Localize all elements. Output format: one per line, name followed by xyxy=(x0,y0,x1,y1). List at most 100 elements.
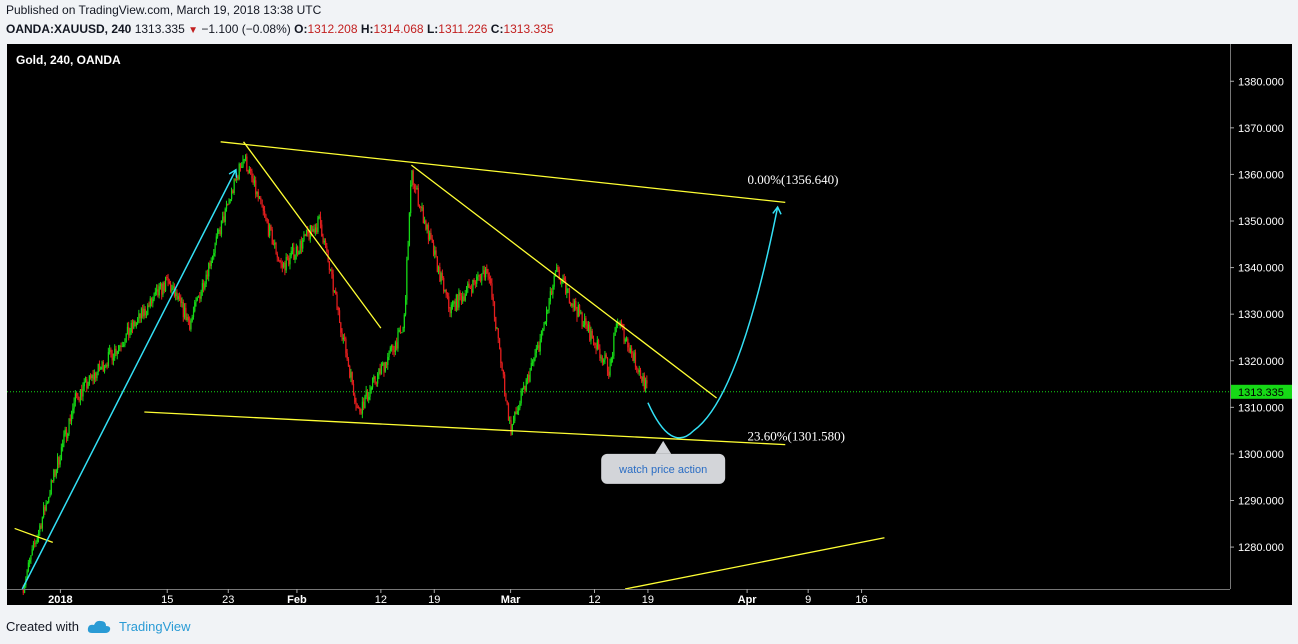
candle-body xyxy=(506,400,508,404)
candle-body xyxy=(144,308,146,316)
candle-body xyxy=(321,224,323,237)
candle-body xyxy=(436,256,438,272)
candle-body xyxy=(92,374,94,380)
candle-body xyxy=(126,326,129,334)
candle-body xyxy=(485,268,487,278)
watch-price-action-callout xyxy=(601,453,726,484)
candle-body xyxy=(443,277,445,292)
candle-body xyxy=(41,517,44,529)
candle-body xyxy=(262,206,264,211)
candle-body xyxy=(408,213,411,246)
open-value: 1312.208 xyxy=(307,22,358,36)
candle-body xyxy=(430,232,432,239)
candle-body xyxy=(159,283,162,287)
candle-body xyxy=(507,403,510,421)
candle-body xyxy=(225,203,228,209)
y-tick-label: 1370.000 xyxy=(1238,123,1284,135)
y-tick-label: 1280.000 xyxy=(1238,542,1284,554)
candle-body xyxy=(562,277,564,281)
candle-body xyxy=(631,348,633,354)
candle-body xyxy=(516,410,518,415)
candle-body xyxy=(313,228,315,233)
candle-body xyxy=(469,287,471,289)
candle-body xyxy=(107,351,110,366)
candle-body xyxy=(154,291,157,295)
symbol-label: OANDA:XAUUSD, 240 xyxy=(6,22,132,36)
candle-body xyxy=(482,270,484,274)
candle-body xyxy=(380,365,383,374)
candle-body xyxy=(328,261,331,270)
candle-body xyxy=(393,350,395,353)
candle-body xyxy=(194,302,196,312)
candle-body xyxy=(572,303,574,308)
candle-body xyxy=(435,250,437,257)
candle-body xyxy=(258,197,261,199)
candle-body xyxy=(478,275,480,277)
candle-body xyxy=(165,277,167,292)
close-value: 1313.335 xyxy=(503,22,554,36)
candle-body xyxy=(48,497,50,503)
candle-body xyxy=(134,321,136,327)
candle-body xyxy=(175,292,177,297)
candle-body xyxy=(487,272,489,277)
candle-body xyxy=(439,266,441,282)
candle-body xyxy=(171,288,173,292)
candle-body xyxy=(586,323,588,331)
published-line: Published on TradingView.com, March 19, … xyxy=(6,3,322,17)
candle-body xyxy=(196,297,198,301)
candle-body xyxy=(213,252,215,256)
candle-body xyxy=(149,298,151,307)
candle-body xyxy=(86,379,88,389)
candle-body xyxy=(552,286,554,295)
candle-body xyxy=(151,298,153,304)
candle-body xyxy=(79,389,82,401)
candle-body xyxy=(83,381,85,387)
candle-body xyxy=(260,197,262,200)
candle-body xyxy=(148,305,150,307)
candle-body xyxy=(411,170,413,185)
candle-body xyxy=(613,335,615,356)
candle-body xyxy=(299,241,301,253)
trend-line xyxy=(220,141,786,204)
candle-body xyxy=(369,389,371,397)
candle-body xyxy=(71,414,73,422)
candle-body xyxy=(332,274,334,292)
tradingview-link[interactable]: TradingView xyxy=(118,619,191,634)
chart-title: Gold, 240, OANDA xyxy=(16,53,121,67)
candle-body xyxy=(377,373,379,384)
candle-body xyxy=(610,357,612,364)
candle-body xyxy=(495,316,497,329)
candle-body xyxy=(233,178,235,194)
candle-body xyxy=(385,361,388,365)
candle-body xyxy=(270,225,272,230)
candle-body xyxy=(372,379,374,388)
candle-body xyxy=(384,361,386,372)
candle-body xyxy=(594,343,596,345)
candle-body xyxy=(276,253,278,258)
candle-body xyxy=(363,401,365,408)
candle-body xyxy=(180,297,182,304)
candle-body xyxy=(465,287,468,295)
candle-body xyxy=(185,307,187,321)
candle-body xyxy=(424,220,426,224)
candle-body xyxy=(297,246,299,254)
candle-body xyxy=(488,276,491,279)
price-chart[interactable]: 0.00%(1356.640) 23.60%(1301.580) watch pri… xyxy=(7,44,1292,605)
candle-body xyxy=(234,178,237,180)
candle-body xyxy=(36,537,38,542)
candle-body xyxy=(472,279,474,293)
candle-body xyxy=(389,347,391,352)
candle-body xyxy=(342,337,344,340)
candle-body xyxy=(368,396,370,400)
candle-body xyxy=(629,348,632,353)
candle-body xyxy=(490,278,492,284)
y-tick-label: 1350.000 xyxy=(1238,216,1284,228)
candle-body xyxy=(314,227,317,233)
candle-body xyxy=(210,260,212,267)
candle-body xyxy=(289,255,291,265)
candle-body xyxy=(43,506,45,518)
candle-body xyxy=(543,324,545,330)
candle-body xyxy=(182,301,184,318)
candle-body xyxy=(158,286,160,296)
candle-body xyxy=(568,288,571,303)
